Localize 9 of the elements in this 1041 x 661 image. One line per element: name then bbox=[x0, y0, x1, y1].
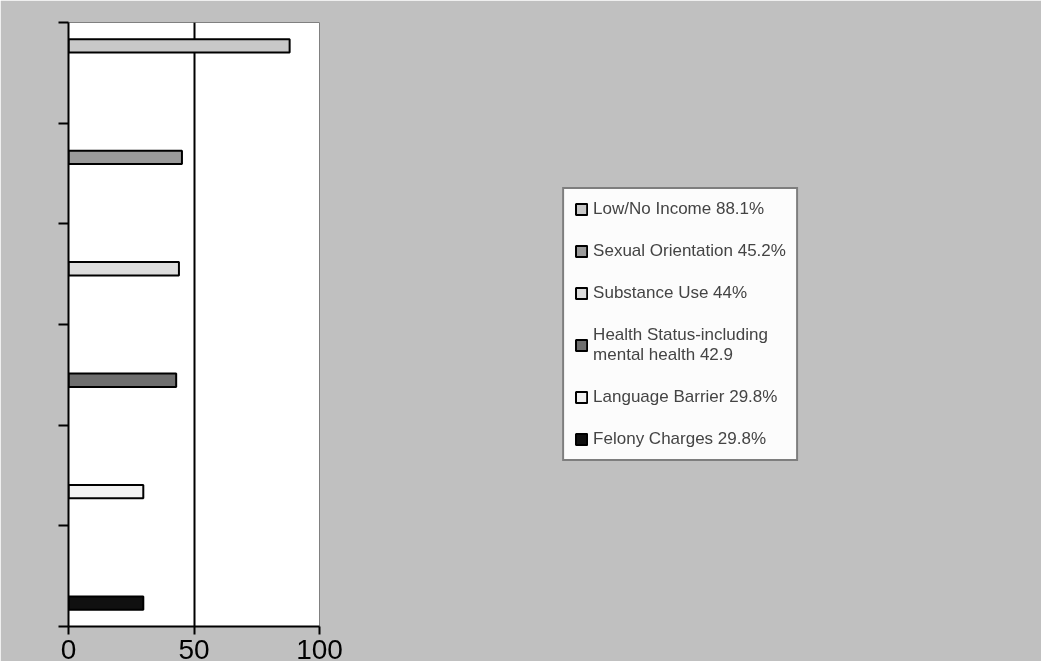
legend-label: Low/No Income 88.1% bbox=[593, 199, 765, 219]
legend-label: Felony Charges 29.8% bbox=[593, 429, 767, 449]
x-tick-label: 100 bbox=[296, 633, 343, 661]
legend-label: Substance Use 44% bbox=[593, 283, 748, 303]
legend-label: Language Barrier 29.8% bbox=[593, 387, 778, 407]
x-tick-label: 50 bbox=[178, 633, 210, 661]
legend-label: Sexual Orientation 45.2% bbox=[593, 241, 786, 261]
x-tick-label: 0 bbox=[60, 633, 77, 661]
legend-label: Health Status-including mental health 42.9 bbox=[593, 325, 768, 365]
